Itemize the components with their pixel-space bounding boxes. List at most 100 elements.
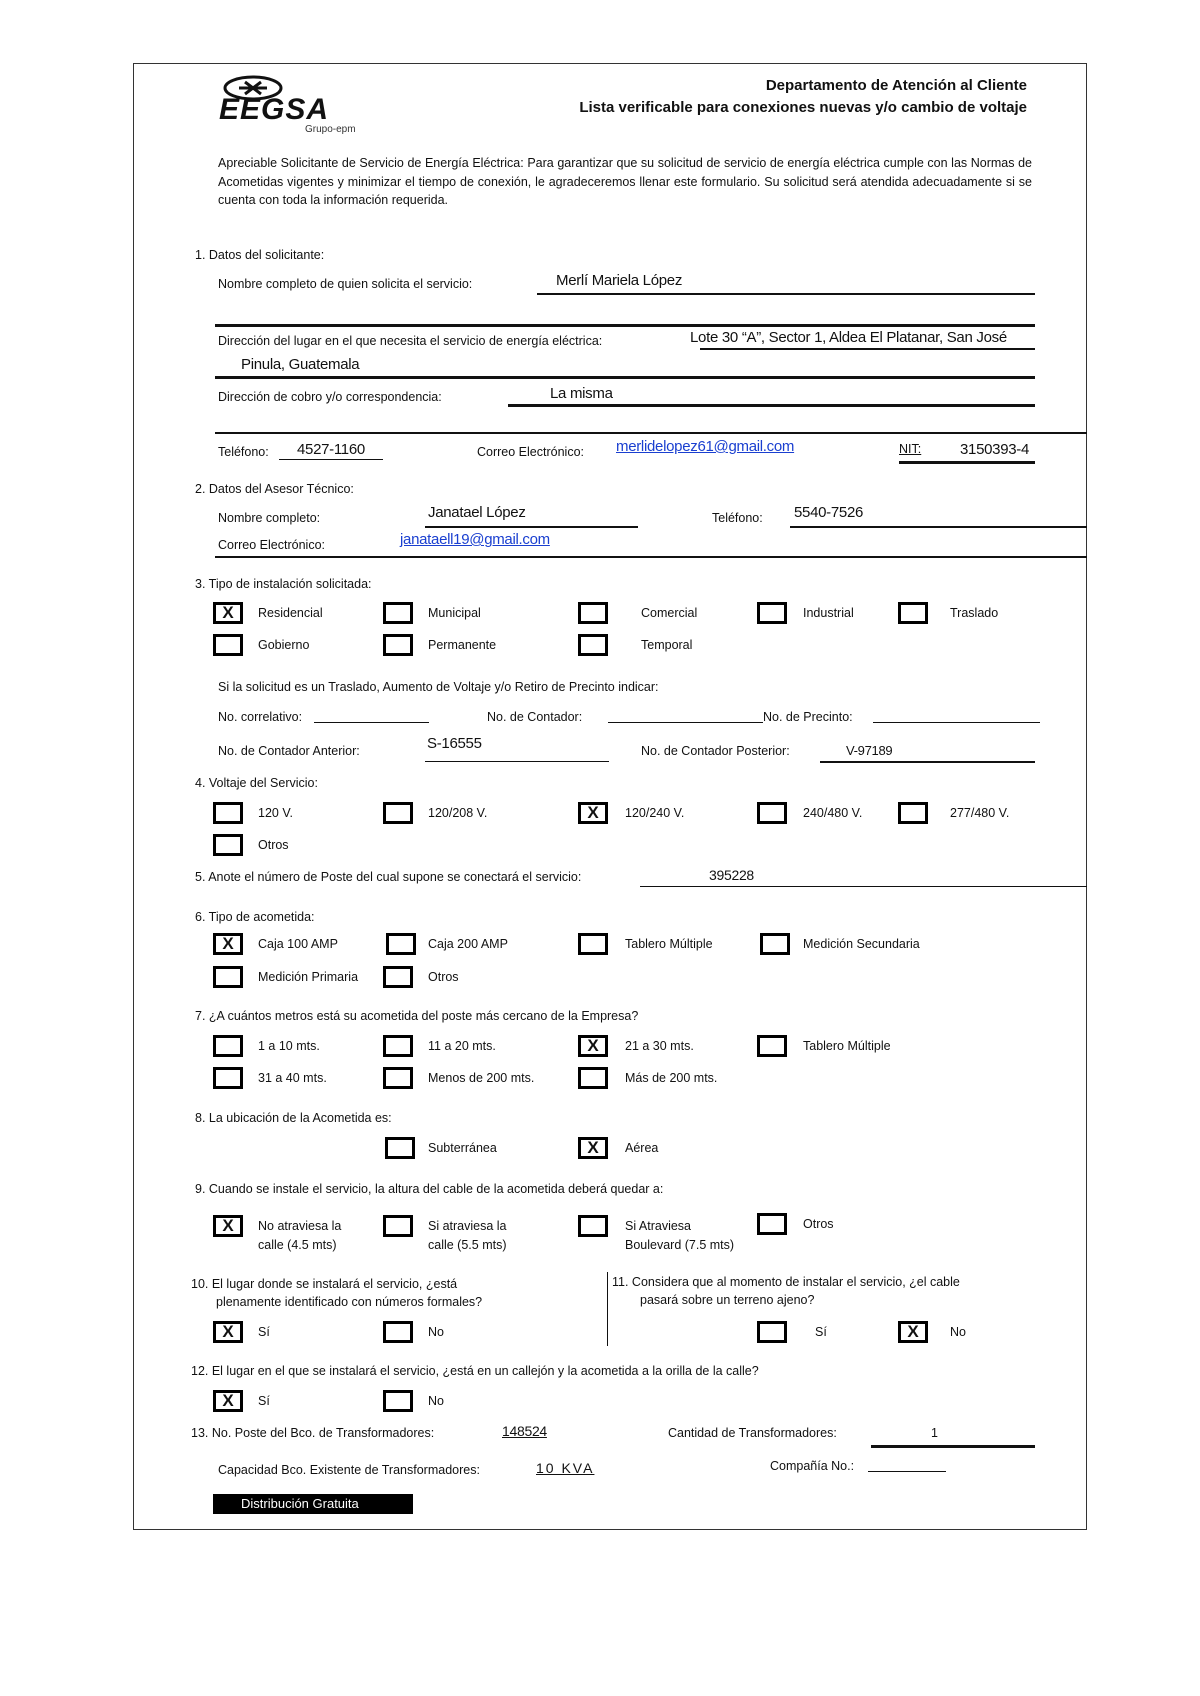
s7-21-a-30-mts-label: 21 a 30 mts. — [625, 1039, 694, 1053]
s3-residencial-checkbox[interactable]: X — [213, 602, 243, 624]
s7-1-a-10-mts-checkbox[interactable] — [213, 1035, 243, 1057]
address-field-line2[interactable]: Pinula, Guatemala — [241, 356, 360, 373]
s6-tablero-multiple-label: Tablero Múltiple — [625, 937, 713, 951]
correlativo-field[interactable] — [314, 722, 429, 723]
billing-address-field[interactable]: La misma — [550, 385, 613, 402]
divider — [425, 526, 638, 528]
s4-120-208-v-checkbox[interactable] — [383, 802, 413, 824]
s12-no-checkbox[interactable] — [383, 1390, 413, 1412]
transformer-pole-field[interactable]: 148524 — [502, 1423, 547, 1439]
s9-no-atraviesa-la-checkbox[interactable]: X — [213, 1215, 243, 1237]
s3-comercial-checkbox[interactable] — [578, 602, 608, 624]
s7-11-a-20-mts-checkbox[interactable] — [383, 1035, 413, 1057]
s3-permanente-checkbox[interactable] — [383, 634, 413, 656]
advisor-email-link[interactable]: janataell19@gmail.com — [400, 531, 550, 548]
s7-31-a-40-mts-checkbox[interactable] — [213, 1067, 243, 1089]
section-9-heading: 9. Cuando se instale el servicio, la alt… — [195, 1182, 664, 1196]
applicant-name-label: Nombre completo de quien solicita el ser… — [218, 277, 473, 291]
applicant-name-field[interactable]: Merlí Mariela López — [556, 272, 683, 289]
s7-31-a-40-mts-label: 31 a 40 mts. — [258, 1071, 327, 1085]
s4-120-240-v-checkbox[interactable]: X — [578, 802, 608, 824]
s6-otros-checkbox[interactable] — [383, 966, 413, 988]
s3-gobierno-checkbox[interactable] — [213, 634, 243, 656]
s7-1-a-10-mts-label: 1 a 10 mts. — [258, 1039, 320, 1053]
s6-otros-label: Otros — [428, 970, 459, 984]
s11-si-label: Sí — [815, 1325, 827, 1339]
s4-otros-checkbox[interactable] — [213, 834, 243, 856]
email-label: Correo Electrónico: — [477, 445, 584, 459]
seal-number-field[interactable] — [873, 722, 1040, 723]
section-10-heading-line1: 10. El lugar donde se instalará el servi… — [191, 1277, 458, 1291]
s3-traslado-checkbox[interactable] — [898, 602, 928, 624]
s4-120-v-checkbox[interactable] — [213, 802, 243, 824]
s7-mas-de-200-mts-label: Más de 200 mts. — [625, 1071, 718, 1085]
s7-menos-de-200-mts-checkbox[interactable] — [383, 1067, 413, 1089]
address-label: Dirección del lugar en el que necesita e… — [218, 334, 603, 348]
divider — [215, 432, 1087, 434]
phone-label: Teléfono: — [218, 445, 269, 459]
svg-text:Grupo-epm: Grupo-epm — [305, 124, 356, 134]
divider — [820, 761, 1035, 763]
address-field-line1[interactable]: Lote 30 “A”, Sector 1, Aldea El Platanar… — [690, 329, 1007, 346]
s12-si-label: Sí — [258, 1394, 270, 1408]
s3-permanente-label: Permanente — [428, 638, 497, 652]
next-meter-field[interactable]: V-97189 — [846, 743, 893, 758]
s6-caja-200-amp-checkbox[interactable] — [386, 933, 416, 955]
s10-si-checkbox[interactable]: X — [213, 1321, 243, 1343]
s6-medicion-secundaria-checkbox[interactable] — [760, 933, 790, 955]
advisor-name-field[interactable]: Janatael López — [428, 504, 526, 521]
s6-caja-100-amp-checkbox[interactable]: X — [213, 933, 243, 955]
s8-aerea-checkbox[interactable]: X — [578, 1137, 608, 1159]
divider — [425, 761, 609, 762]
nit-field[interactable]: 3150393-4 — [960, 441, 1030, 458]
advisor-phone-field[interactable]: 5540-7526 — [794, 504, 864, 521]
previous-meter-label: No. de Contador Anterior: — [218, 744, 360, 758]
capacity-label: Capacidad Bco. Existente de Transformado… — [218, 1463, 480, 1477]
s7-menos-de-200-mts-label: Menos de 200 mts. — [428, 1071, 535, 1085]
s6-tablero-multiple-checkbox[interactable] — [578, 933, 608, 955]
capacity-field[interactable]: 10 KVA — [536, 1460, 595, 1476]
seal-number-label: No. de Precinto: — [763, 710, 853, 724]
s8-subterranea-checkbox[interactable] — [385, 1137, 415, 1159]
divider — [215, 556, 1087, 558]
s8-subterranea-label: Subterránea — [428, 1141, 497, 1155]
transformer-count-field[interactable]: 1 — [931, 1426, 938, 1440]
advisor-email-label: Correo Electrónico: — [218, 538, 325, 552]
pole-number-field[interactable]: 395228 — [709, 867, 754, 883]
s4-240-480-v-checkbox[interactable] — [757, 802, 787, 824]
s7-mas-de-200-mts-checkbox[interactable] — [578, 1067, 608, 1089]
previous-meter-field[interactable]: S-16555 — [427, 735, 482, 752]
s9-si-atraviesa-la-label: Si atraviesa la — [428, 1219, 507, 1233]
nit-label: NIT: — [899, 442, 922, 456]
s3-municipal-checkbox[interactable] — [383, 602, 413, 624]
vertical-divider — [607, 1272, 608, 1346]
s4-277-480-v-checkbox[interactable] — [898, 802, 928, 824]
s6-medicion-primaria-checkbox[interactable] — [213, 966, 243, 988]
s11-si-checkbox[interactable] — [757, 1321, 787, 1343]
transformer-pole-label: 13. No. Poste del Bco. de Transformadore… — [191, 1426, 435, 1440]
s8-aerea-label: Aérea — [625, 1141, 659, 1155]
company-number-label: Compañía No.: — [770, 1459, 855, 1473]
section-12-heading: 12. El lugar en el que se instalará el s… — [191, 1364, 759, 1378]
s12-si-checkbox[interactable]: X — [213, 1390, 243, 1412]
department-title: Departamento de Atención al Cliente — [765, 77, 1027, 94]
section-3-heading: 3. Tipo de instalación solicitada: — [195, 577, 372, 591]
s11-no-checkbox[interactable]: X — [898, 1321, 928, 1343]
s10-no-checkbox[interactable] — [383, 1321, 413, 1343]
eegsa-logo: EEGSA Grupo-epm — [205, 74, 375, 135]
s4-240-480-v-label: 240/480 V. — [803, 806, 863, 820]
email-link[interactable]: merlidelopez61@gmail.com — [616, 438, 795, 455]
meter-number-field[interactable] — [608, 722, 763, 723]
s7-21-a-30-mts-checkbox[interactable]: X — [578, 1035, 608, 1057]
s3-industrial-checkbox[interactable] — [757, 602, 787, 624]
s6-caja-100-amp-label: Caja 100 AMP — [258, 937, 338, 951]
divider — [537, 293, 1035, 295]
phone-field[interactable]: 4527-1160 — [297, 441, 365, 458]
s7-tablero-multiple-checkbox[interactable] — [757, 1035, 787, 1057]
company-number-field[interactable] — [868, 1471, 946, 1472]
s9-si-atraviesa-la-checkbox[interactable] — [383, 1215, 413, 1237]
s9-otros-checkbox[interactable] — [757, 1213, 787, 1235]
s9-si-atraviesa-checkbox[interactable] — [578, 1215, 608, 1237]
s3-temporal-checkbox[interactable] — [578, 634, 608, 656]
s4-120-208-v-label: 120/208 V. — [428, 806, 488, 820]
